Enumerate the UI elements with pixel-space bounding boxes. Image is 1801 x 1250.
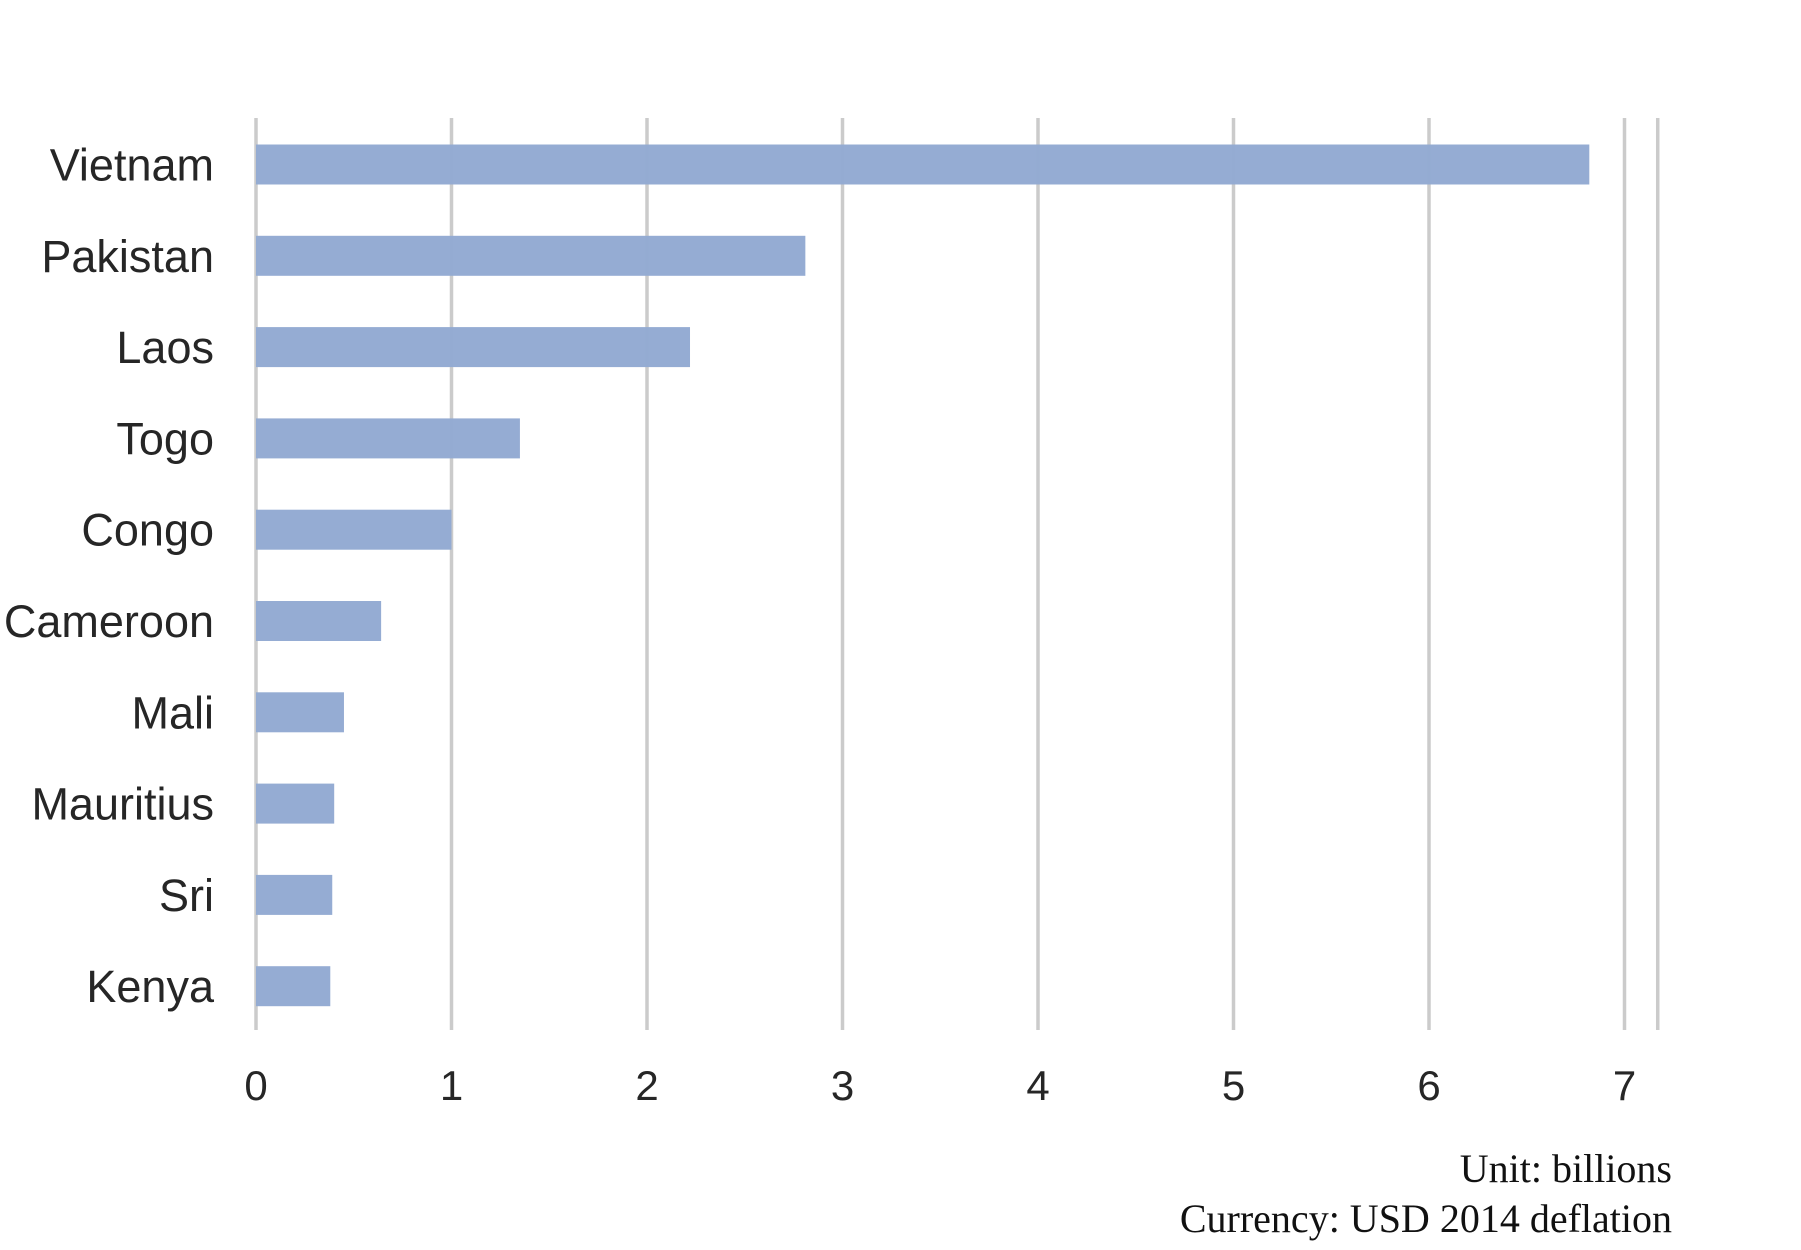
x-tick-label-3: 3 — [831, 1062, 854, 1109]
bar-vietnam — [256, 144, 1590, 185]
currency-note: Currency: USD 2014 deflation — [1179, 1196, 1672, 1241]
bar-sri — [256, 874, 333, 915]
x-tick-label-1: 1 — [440, 1062, 463, 1109]
category-label-vietnam: Vietnam — [50, 140, 214, 191]
bars — [256, 144, 1590, 1007]
category-label-mauritius: Mauritius — [31, 779, 214, 830]
category-label-pakistan: Pakistan — [41, 231, 214, 282]
x-tick-label-0: 0 — [244, 1062, 267, 1109]
bar-pakistan — [256, 235, 806, 276]
x-tick-label-4: 4 — [1026, 1062, 1049, 1109]
bar-togo — [256, 418, 520, 459]
x-tick-label-7: 7 — [1613, 1062, 1636, 1109]
x-tick-labels: 0 1 2 3 4 5 6 7 — [244, 1062, 1636, 1109]
bar-congo — [256, 509, 452, 550]
unit-note: Unit: billions — [1459, 1146, 1672, 1191]
category-label-kenya: Kenya — [86, 961, 215, 1012]
x-tick-label-5: 5 — [1222, 1062, 1245, 1109]
bar-laos — [256, 327, 691, 368]
category-label-laos: Laos — [116, 322, 214, 373]
bar-cameroon — [256, 601, 382, 641]
category-label-sri: Sri — [159, 870, 214, 921]
bar-kenya — [256, 966, 331, 1007]
bar-mali — [256, 692, 344, 733]
bar-mauritius — [256, 783, 335, 824]
category-label-congo: Congo — [81, 505, 214, 556]
x-tick-label-6: 6 — [1417, 1062, 1440, 1109]
category-label-togo: Togo — [116, 413, 214, 464]
category-label-cameroon: Cameroon — [4, 596, 214, 647]
category-label-mali: Mali — [131, 687, 214, 738]
x-tick-label-2: 2 — [635, 1062, 658, 1109]
category-labels: Vietnam Pakistan Laos Togo Congo Cameroon Mali… — [4, 140, 215, 1013]
